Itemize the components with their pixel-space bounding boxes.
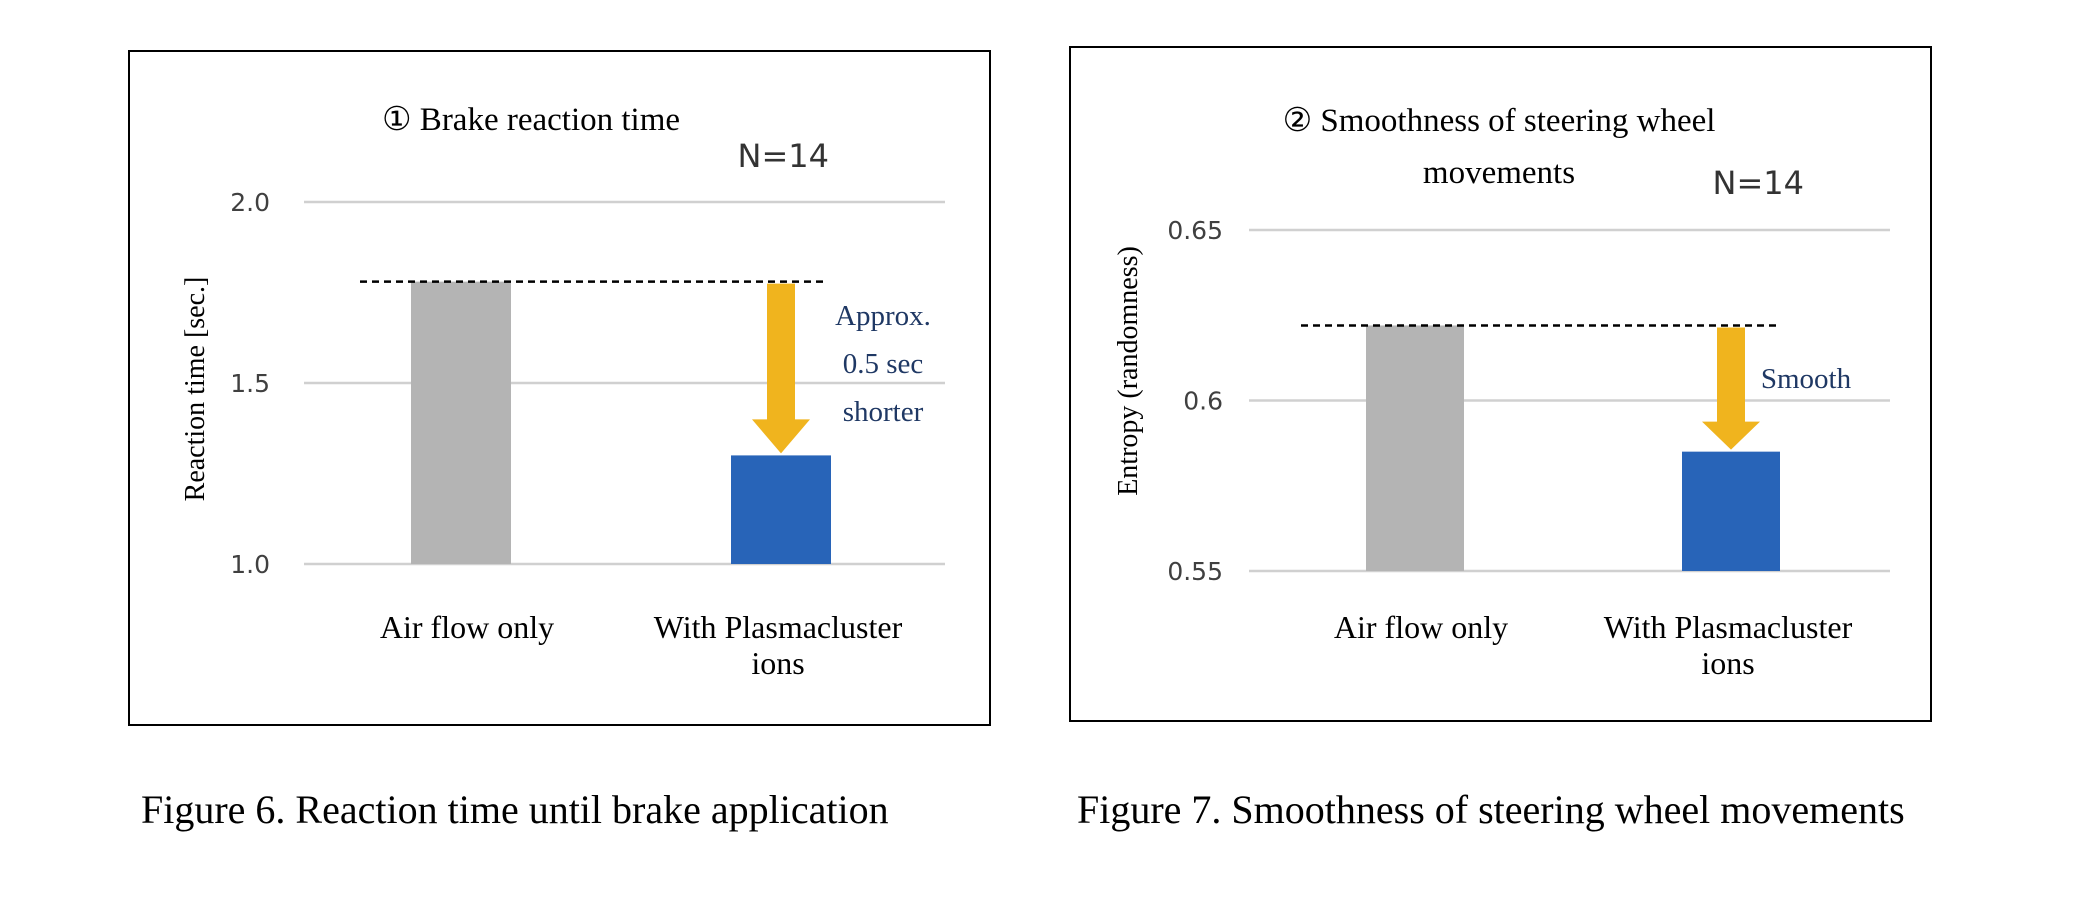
chart-title: movements [1423, 155, 1575, 191]
x-category-label: ions [751, 645, 804, 681]
chart-panel-brake-reaction: 1.0 1.5 2.0 Approx. 0.5 sec shorter ① Brake re… [128, 50, 991, 726]
y-tick-label: 0.6 [1183, 387, 1223, 416]
annotation-text: 0.5 sec [843, 348, 924, 380]
annotation-text: shorter [843, 396, 924, 428]
x-category-label: With Plasmacluster [654, 609, 903, 645]
steering-smoothness-chart: 0.55 0.6 0.65 Smooth ② Smoothness of steerin… [1113, 103, 1890, 681]
x-category-label: With Plasmacluster [1604, 609, 1853, 645]
x-category-label: ions [1701, 645, 1754, 681]
chart-panel-steering-smoothness: 0.55 0.6 0.65 Smooth ② Smoothness of steerin… [1069, 46, 1932, 722]
y-tick-label: 0.55 [1167, 557, 1223, 586]
bar [731, 455, 831, 564]
bar [1682, 451, 1780, 571]
y-axis-label: Reaction time [sec.] [180, 277, 211, 502]
brake-reaction-chart: 1.0 1.5 2.0 Approx. 0.5 sec shorter ① Brake re… [180, 102, 945, 681]
sample-size-label: N=14 [738, 137, 829, 175]
y-tick-label: 0.65 [1167, 216, 1223, 245]
bar [1366, 325, 1464, 571]
figure-6-caption: Figure 6. Reaction time until brake appl… [141, 787, 889, 832]
reduction-arrow [752, 283, 810, 454]
annotation-text: Smooth [1761, 363, 1852, 395]
y-tick-label: 2.0 [230, 188, 270, 217]
chart-title: ① Brake reaction time [382, 102, 680, 138]
chart-title: ② Smoothness of steering wheel [1283, 103, 1716, 139]
y-tick-label: 1.5 [230, 369, 270, 398]
annotation-text: Approx. [835, 300, 931, 332]
y-tick-label: 1.0 [230, 550, 270, 579]
x-category-label: Air flow only [1334, 609, 1508, 645]
y-axis-label: Entropy (randomness) [1113, 246, 1144, 496]
bar [411, 281, 511, 564]
reduction-arrow [1702, 327, 1760, 450]
x-category-label: Air flow only [380, 609, 554, 645]
figure-7-caption: Figure 7. Smoothness of steering wheel m… [1077, 787, 1905, 832]
sample-size-label: N=14 [1713, 164, 1804, 202]
